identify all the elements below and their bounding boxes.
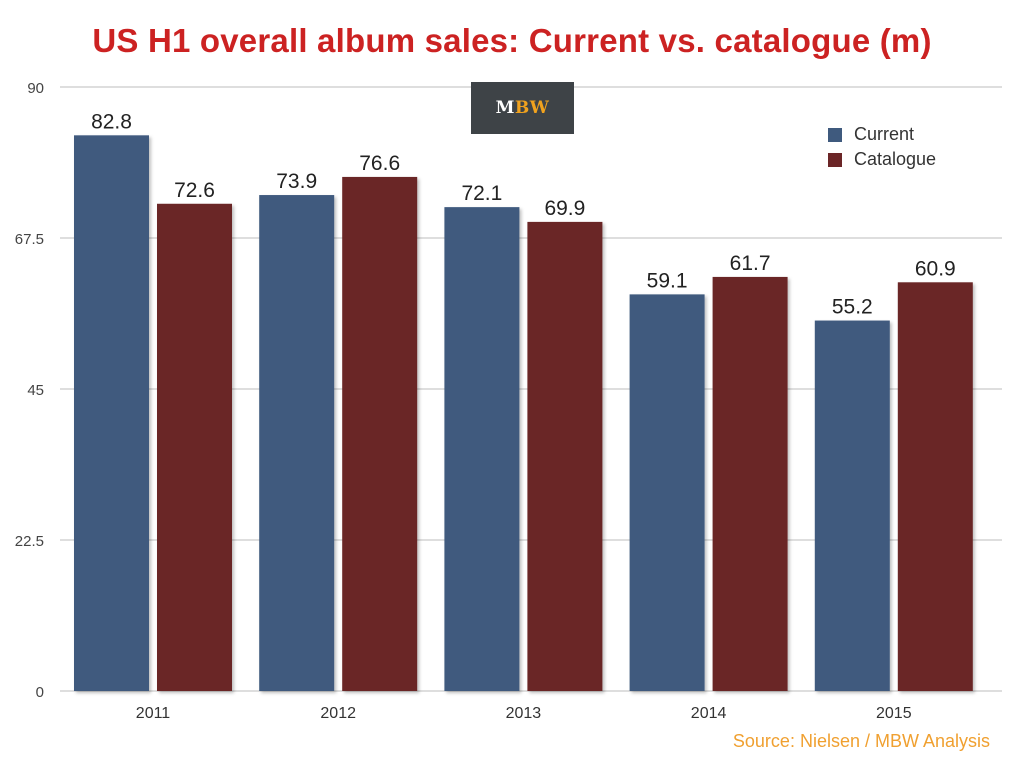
legend-label-current: Current: [854, 124, 915, 144]
data-label-current-2012: 73.9: [276, 170, 317, 193]
data-label-catalogue-2013: 69.9: [544, 197, 585, 220]
data-label-current-2014: 59.1: [647, 269, 688, 292]
data-label-catalogue-2014: 61.7: [730, 252, 771, 275]
data-label-current-2011: 82.8: [91, 110, 132, 133]
data-label-catalogue-2015: 60.9: [915, 257, 956, 280]
y-tick-label: 22.5: [15, 533, 44, 550]
bar-catalogue-2015: [897, 282, 973, 691]
bar-current-2014: [629, 294, 705, 691]
data-label-current-2013: 72.1: [461, 182, 502, 205]
y-tick-label: 0: [36, 684, 44, 701]
legend-label-catalogue: Catalogue: [854, 149, 937, 169]
x-tick-label: 2011: [136, 705, 171, 722]
y-tick-label: 67.5: [15, 231, 44, 248]
bar-catalogue-2014: [712, 276, 788, 691]
bar-current-2013: [444, 207, 520, 691]
legend: Current Catalogue: [828, 122, 936, 172]
bar-catalogue-2013: [527, 221, 603, 692]
bar-current-2011: [74, 135, 149, 691]
bar-current-2012: [259, 195, 335, 691]
x-tick-label: 2015: [876, 705, 912, 722]
bar-current-2015: [814, 320, 890, 691]
mbw-logo: M BW: [471, 82, 574, 134]
y-tick-label: 45: [27, 382, 44, 399]
x-tick-label: 2013: [506, 705, 542, 722]
data-label-catalogue-2012: 76.6: [359, 152, 400, 175]
x-tick-label: 2012: [320, 705, 356, 722]
bar-catalogue-2011: [157, 203, 232, 692]
bar-catalogue-2012: [342, 176, 418, 691]
source-note: Source: Nielsen / MBW Analysis: [732, 731, 990, 751]
x-tick-label: 2014: [691, 705, 727, 722]
data-label-current-2015: 55.2: [832, 296, 873, 319]
legend-item-catalogue: Catalogue: [828, 147, 936, 172]
y-tick-label: 90: [27, 80, 44, 97]
legend-swatch-catalogue: [828, 152, 842, 167]
chart-title: US H1 overall album sales: Current vs. c…: [92, 22, 932, 59]
legend-swatch-current: [828, 127, 842, 142]
data-label-catalogue-2011: 72.6: [174, 179, 215, 202]
legend-item-current: Current: [828, 122, 936, 147]
